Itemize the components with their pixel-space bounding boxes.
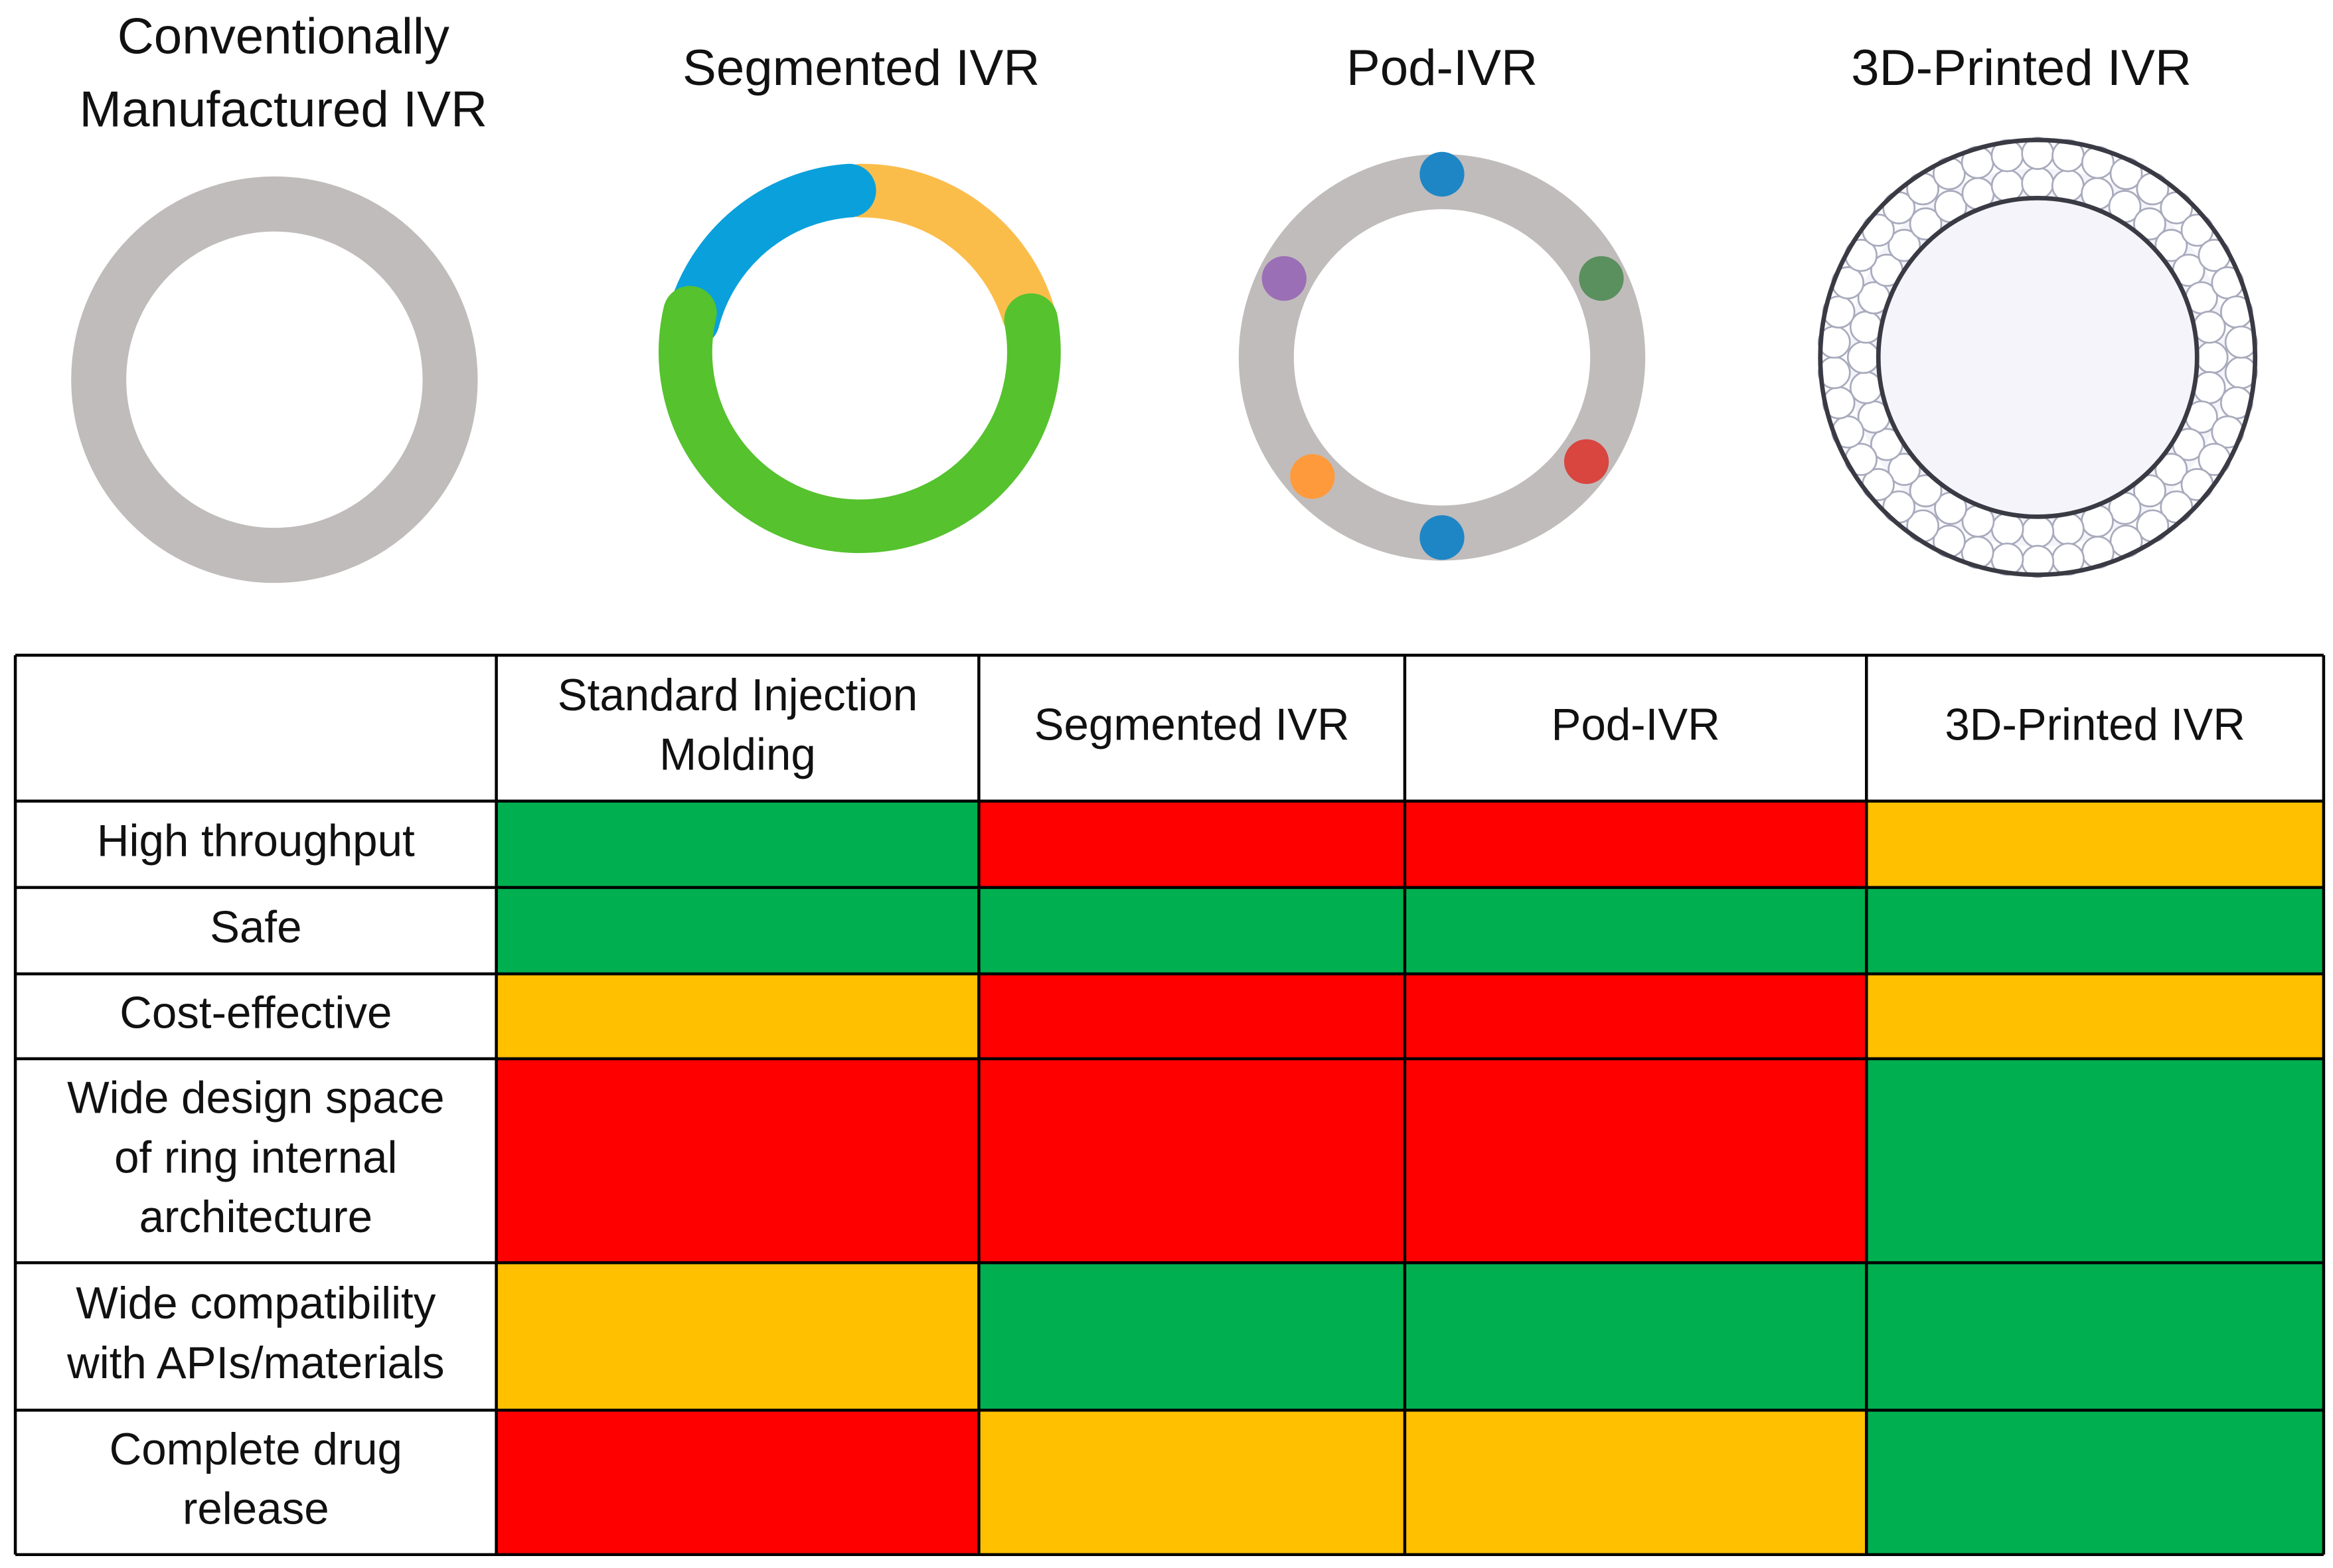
lattice-cell (1888, 228, 1921, 262)
rating-cell (1404, 1058, 1867, 1263)
row-label: High throughput (97, 817, 415, 866)
ring-body (1848, 168, 2227, 547)
lattice-cell (2051, 512, 2085, 546)
row-label: Safe (210, 903, 301, 953)
pod (1419, 515, 1465, 560)
segment (834, 163, 1055, 340)
ring-title: Segmented IVR (683, 40, 1040, 96)
lattice-cell (2021, 167, 2055, 200)
lattice-cell (1990, 512, 2024, 546)
row-label: with APIs/materials (66, 1338, 444, 1388)
rating-cell (1404, 1263, 1867, 1411)
lattice-cell (2192, 371, 2226, 404)
lattice-cell (2051, 169, 2085, 202)
rating-cell (1404, 801, 1867, 888)
lattice-cell (1849, 371, 1883, 404)
row-label: release (183, 1484, 329, 1534)
ring-title: 3D-Printed IVR (1851, 40, 2192, 96)
column-header: 3D-Printed IVR (1945, 700, 2245, 750)
rating-cell (979, 1410, 1405, 1555)
lattice-cell (1909, 474, 1943, 508)
pod (1419, 151, 1465, 197)
lattice-cell (1990, 169, 2024, 202)
column-header: Standard Injection (558, 670, 918, 720)
row-label: architecture (139, 1192, 373, 1242)
rating-cell (496, 1263, 979, 1411)
rating-cell (1866, 1263, 2324, 1411)
pod (1261, 256, 1307, 301)
rating-cell (979, 1058, 1405, 1263)
rating-cell (1866, 973, 2324, 1059)
lattice-cell (2154, 228, 2188, 262)
row-label: Wide compatibility (76, 1279, 436, 1328)
printed-ring (1817, 137, 2258, 578)
outer-wall (1818, 137, 2258, 578)
segment (659, 285, 1061, 554)
ring-title: Pod-IVR (1346, 40, 1538, 96)
lattice-cell (1888, 453, 1921, 486)
lattice-cell (2154, 453, 2188, 486)
rating-cell (1866, 801, 2324, 888)
rating-cell (1404, 973, 1867, 1059)
lattice-cell (1849, 310, 1883, 344)
lattice-cell (2133, 207, 2166, 241)
lattice-cell (1909, 207, 1943, 241)
pod-ring (1238, 151, 1646, 561)
segment (666, 163, 876, 347)
rating-cell (1866, 1058, 2324, 1263)
plain-ring (71, 176, 478, 584)
lattice-cell (2192, 310, 2226, 344)
column-header: Segmented IVR (1034, 700, 1350, 750)
lattice-cell (1846, 341, 1880, 374)
rating-cell (979, 887, 1405, 974)
ring-titles: Conventionally Manufactured IVR Segmented … (80, 9, 2192, 138)
ring-title: Conventionally (118, 9, 449, 65)
rating-cell (496, 801, 979, 888)
pod (1290, 454, 1335, 499)
lattice-cell (2133, 474, 2166, 508)
pod (1564, 439, 1609, 485)
comparison-table: High throughput Safe Cost-effective Wide de… (13, 653, 2326, 1557)
column-header: Molding (659, 730, 816, 780)
ring-title: Manufactured IVR (80, 82, 488, 138)
rating-cell (979, 1263, 1405, 1411)
rating-cell (1404, 887, 1867, 974)
rating-cell (979, 801, 1405, 888)
row-label: Cost-effective (120, 988, 392, 1038)
rating-cell (979, 973, 1405, 1059)
rating-cell (496, 1058, 979, 1263)
rings (71, 137, 2258, 584)
lattice-cell (2195, 341, 2229, 374)
pod (1579, 256, 1624, 301)
rating-cell (496, 1410, 979, 1555)
column-header: Pod-IVR (1551, 700, 1720, 750)
rating-cell (496, 887, 979, 974)
rating-cell (1866, 887, 2324, 974)
rating-cell (496, 973, 979, 1059)
lattice-cell (2021, 514, 2055, 548)
rating-cell (1866, 1410, 2324, 1555)
rating-cell (1404, 1410, 1867, 1555)
row-label: Complete drug (110, 1425, 402, 1474)
row-label: Wide design space (67, 1073, 444, 1123)
inner-wall (1876, 195, 2200, 519)
row-label: of ring internal (114, 1133, 397, 1182)
segmented-ring (659, 163, 1061, 554)
